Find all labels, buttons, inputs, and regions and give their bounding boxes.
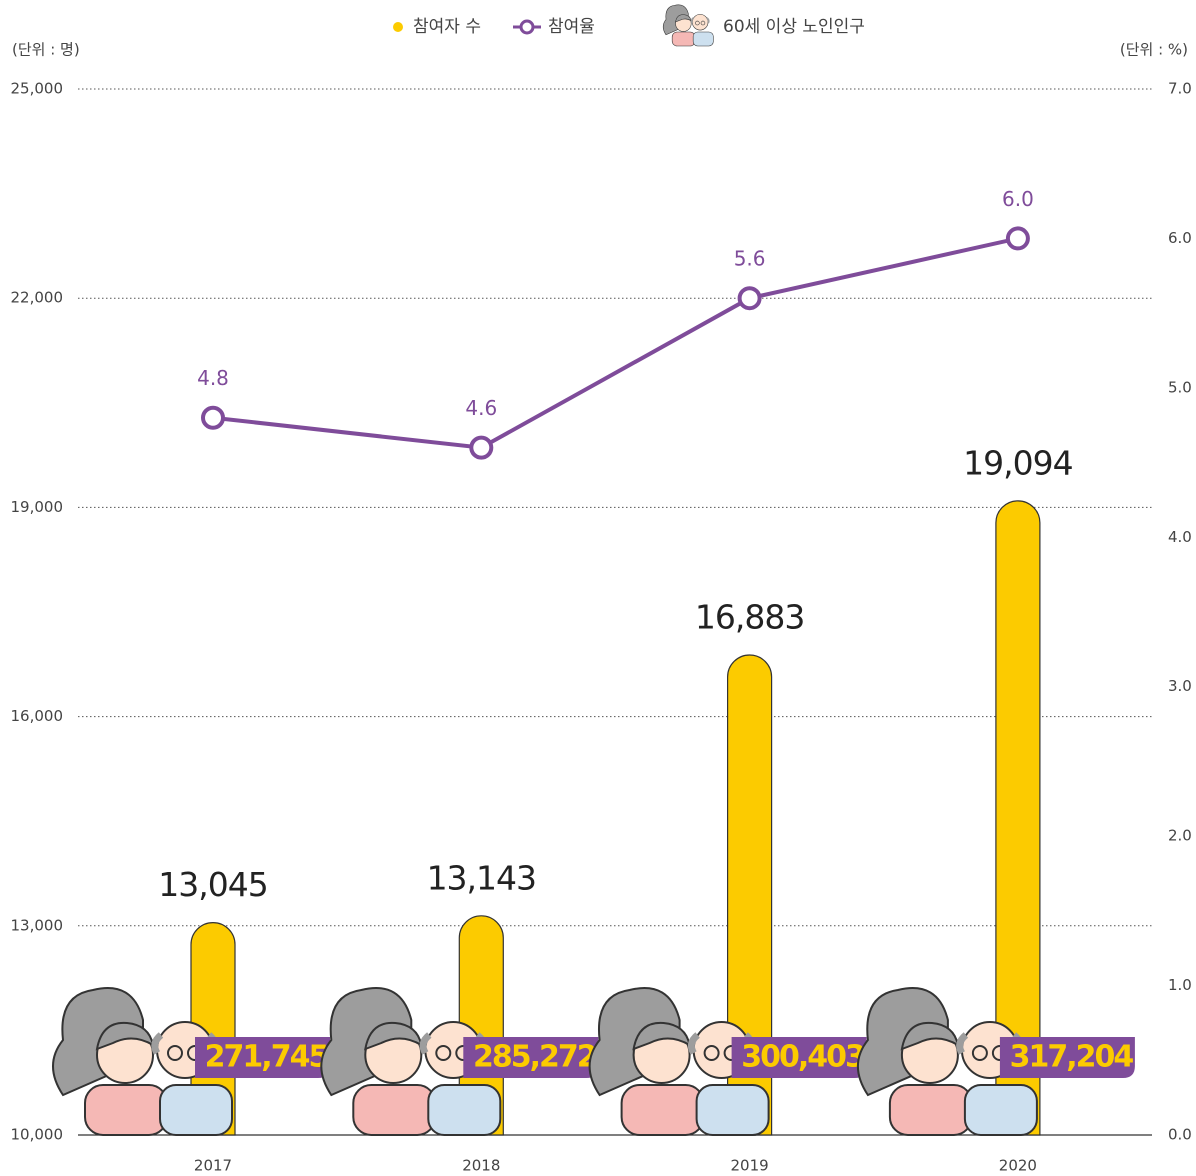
woman-body [672, 32, 695, 46]
line-marker [1008, 228, 1028, 248]
y2-tick-label: 1.0 [1168, 976, 1192, 994]
legend-icon [663, 5, 713, 46]
x-tick-label: 2017 [194, 1157, 232, 1175]
y2-tick-label: 7.0 [1168, 80, 1192, 98]
line-marker [471, 438, 491, 458]
population-label: 300,403 [741, 1040, 864, 1075]
man-body [160, 1085, 232, 1135]
line-marker [740, 288, 760, 308]
y2-unit-label: (단위 : %) [1120, 41, 1188, 59]
y-unit-label: (단위 : 명) [12, 41, 80, 59]
line-value-label: 4.8 [197, 366, 229, 390]
chart: (단위 : 명) (단위 : %) 10,000 13,000 16,000 19,0… [0, 0, 1196, 1176]
bar-value-label: 13,143 [427, 858, 536, 897]
line [213, 238, 1018, 447]
y2-tick-label: 4.0 [1168, 528, 1192, 546]
population-label: 285,272 [473, 1040, 596, 1075]
man-body [965, 1085, 1037, 1135]
population-label: 271,745 [205, 1040, 328, 1075]
y-tick-label: 10,000 [11, 1126, 64, 1144]
line-value-label: 5.6 [734, 247, 766, 271]
y-tick-label: 19,000 [11, 498, 64, 516]
line-value-label: 4.6 [465, 396, 497, 420]
bar-value-label: 16,883 [695, 598, 804, 637]
y-tick-label: 22,000 [11, 289, 64, 307]
x-tick-label: 2020 [999, 1157, 1037, 1175]
legend-label: 참여율 [548, 17, 595, 37]
y2-tick-label: 2.0 [1168, 827, 1192, 845]
y-tick-label: 16,000 [11, 707, 64, 725]
woman-body [890, 1085, 972, 1135]
man-body [693, 32, 713, 46]
legend-swatch [393, 22, 403, 32]
woman-body [85, 1085, 167, 1135]
y2-tick-label: 5.0 [1168, 378, 1192, 396]
line-marker [203, 408, 223, 428]
x-tick-label: 2019 [731, 1157, 769, 1175]
y2-tick-label: 0.0 [1168, 1126, 1192, 1144]
woman-body [353, 1085, 435, 1135]
man-body [697, 1085, 769, 1135]
line-value-label: 6.0 [1002, 187, 1034, 211]
bar-value-label: 13,045 [158, 865, 267, 904]
population-label: 317,204 [1010, 1040, 1134, 1075]
x-tick-label: 2018 [462, 1157, 500, 1175]
legend-swatch [521, 21, 533, 33]
y2-tick-label: 6.0 [1168, 229, 1192, 247]
woman-body [622, 1085, 704, 1135]
y2-tick-label: 3.0 [1168, 677, 1192, 695]
legend-label: 60세 이상 노인인구 [723, 17, 865, 37]
man-head [692, 14, 708, 30]
y-tick-label: 25,000 [11, 80, 64, 98]
y-tick-label: 13,000 [11, 916, 64, 934]
bar-value-label: 19,094 [963, 443, 1072, 482]
man-body [428, 1085, 500, 1135]
legend-label: 참여자 수 [413, 17, 481, 37]
